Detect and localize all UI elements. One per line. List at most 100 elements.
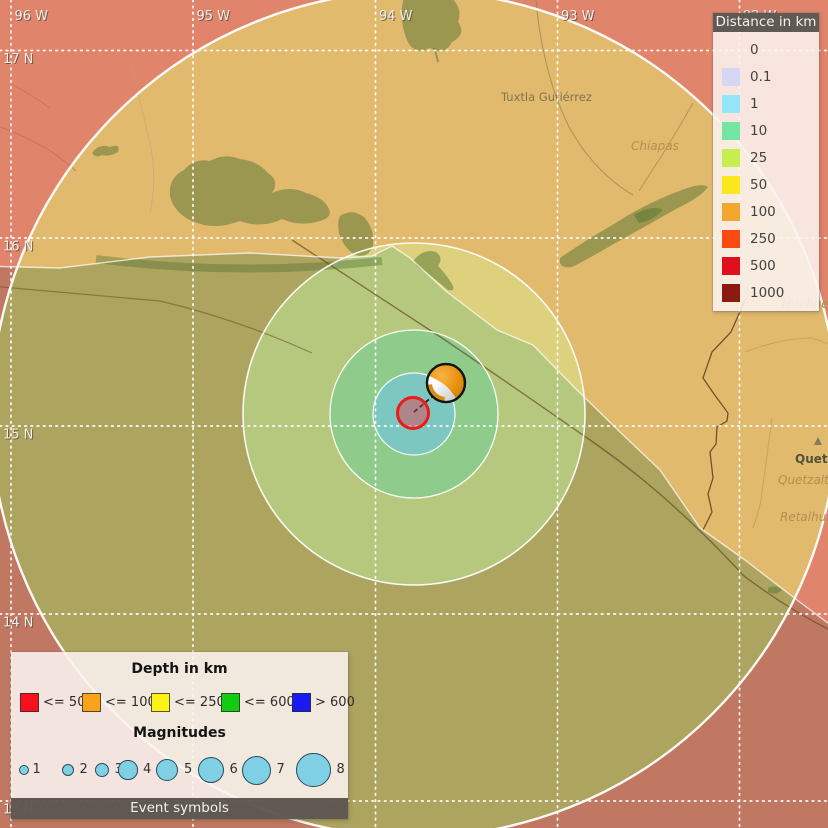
plate-boundary-line (291, 239, 828, 630)
region-label-retalhuleu: Retalhuleu (780, 510, 828, 524)
region-label-quetzaltenango: Quetzaltenango (778, 473, 828, 487)
beachball-connector-line (413, 395, 434, 413)
distance-legend-item: 1 (713, 90, 819, 117)
magnitude-circle-1 (18, 764, 30, 776)
event-symbols-legend-panel: Depth in km <= 50 <= 100 <= 250 <= 600 >… (11, 652, 355, 819)
distance-label-1: 1 (750, 95, 759, 112)
river-wetland-strip (559, 185, 708, 268)
distance-legend-item: 1000 (713, 279, 819, 306)
grid-label-shadow: 96 W (16, 10, 50, 25)
magnitude-circle-6 (198, 757, 224, 783)
grid-label-93w: 93 W (561, 9, 595, 24)
lagoon-patch (92, 145, 119, 157)
depth-swatch-over-600 (292, 693, 311, 712)
distance-swatch-1 (722, 94, 740, 113)
grid-label-shadow: 94 W (380, 10, 414, 25)
depth-legend-item: <= 600 (221, 693, 295, 712)
lagoon-patch (338, 212, 374, 256)
beachball-outline (425, 362, 467, 404)
depth-swatch-250 (151, 693, 170, 712)
magnitude-label-5: 5 (184, 762, 193, 777)
grid-label-95w: 95 W (197, 9, 231, 24)
magnitude-label-4: 4 (143, 762, 152, 777)
department-boundary-line (744, 337, 828, 353)
distance-legend-item: 250 (713, 225, 819, 252)
distance-label-50: 50 (750, 176, 768, 193)
magnitude-label-7: 7 (276, 762, 285, 777)
river-line (11, 83, 51, 109)
distance-ring-50km (329, 329, 499, 499)
state-boundary-line (129, 57, 155, 213)
depth-legend-title: Depth in km (131, 661, 228, 677)
magnitudes-legend-row: 1 2 3 4 5 6 7 8 (11, 742, 348, 792)
distance-legend-item: 500 (713, 252, 819, 279)
grid-label-16n: 16 N (3, 240, 33, 255)
distance-swatch-0.1 (722, 67, 740, 86)
depth-label-50: <= 50 (43, 695, 86, 710)
city-label-tuxtla: Tuxtla Gutiérrez (500, 90, 592, 104)
depth-label-over-600: > 600 (315, 695, 355, 710)
epicenter-marker[interactable] (396, 395, 434, 430)
grid-label-shadow: 15 N (4, 429, 34, 444)
distance-legend-item: 10 (713, 117, 819, 144)
coastal-vegetation-strip (95, 255, 383, 273)
distance-swatch-250 (722, 229, 740, 248)
distance-swatch-25 (722, 148, 740, 167)
grid-label-94w: 94 W (379, 9, 413, 24)
country-border-line (702, 297, 747, 531)
distance-label-250: 250 (750, 230, 776, 247)
event-symbols-footer: Event symbols (11, 798, 348, 819)
depth-label-100: <= 100 (105, 695, 156, 710)
distance-legend-body: 0 0.1 1 10 25 50 100 250 (713, 32, 819, 311)
department-boundary-line (752, 417, 773, 529)
lagoon-patch (169, 156, 330, 226)
distance-label-100: 100 (750, 203, 776, 220)
grid-label-14n: 14 N (3, 616, 33, 631)
distance-legend-title: Distance in km (713, 13, 819, 32)
magnitude-label-8: 8 (336, 762, 345, 777)
river-line (535, 0, 634, 196)
depth-legend-row: <= 50 <= 100 <= 250 <= 600 > 600 (11, 693, 355, 712)
epicenter-circle[interactable] (396, 396, 430, 430)
distance-legend-item: 100 (713, 198, 819, 225)
grid-label-shadow: 95 W (198, 10, 232, 25)
distance-swatch-500 (722, 256, 740, 275)
grid-label-15n: 15 N (3, 428, 33, 443)
city-label-quetzaltenango: Quetzaltenango (795, 452, 828, 466)
magnitude-circle-7 (241, 755, 271, 785)
coastline (0, 245, 828, 624)
distance-label-500: 500 (750, 257, 776, 274)
distance-swatch-50 (722, 175, 740, 194)
grid-label-shadow: 93 W (562, 10, 596, 25)
depth-legend-item: <= 250 (151, 693, 225, 712)
depth-label-600: <= 600 (244, 695, 295, 710)
river-line (638, 102, 694, 192)
grid-label-shadow: 14 N (4, 617, 34, 632)
distance-swatch-10 (722, 121, 740, 140)
focal-mechanism-beachball[interactable] (425, 362, 467, 404)
grid-label-shadow: 16 N (4, 241, 34, 256)
distance-swatch-100 (722, 202, 740, 221)
region-label-chiapas: Chiapas (631, 139, 679, 153)
mangrove-patch (768, 586, 782, 594)
mangrove-patch (414, 251, 454, 291)
depth-label-250: <= 250 (174, 695, 225, 710)
magnitude-circle-4 (118, 760, 138, 780)
distance-label-25: 25 (750, 149, 768, 166)
magnitude-label-6: 6 (229, 762, 238, 777)
grid-label-shadow: 17 N (4, 53, 34, 68)
distance-legend-item: 0 (713, 36, 819, 63)
distance-label-0.1: 0.1 (750, 68, 772, 85)
magnitude-label-2: 2 (79, 762, 88, 777)
river-line (433, 47, 439, 63)
magnitudes-legend-title: Magnitudes (133, 725, 226, 741)
magnitude-circle-8 (295, 752, 331, 788)
river-line (0, 126, 77, 172)
depth-legend-item: > 600 (292, 693, 355, 712)
lake-patch (401, 0, 462, 51)
volcano-marker (814, 437, 822, 445)
distance-legend-panel: Distance in km 0 0.1 1 10 25 50 100 (713, 13, 819, 311)
